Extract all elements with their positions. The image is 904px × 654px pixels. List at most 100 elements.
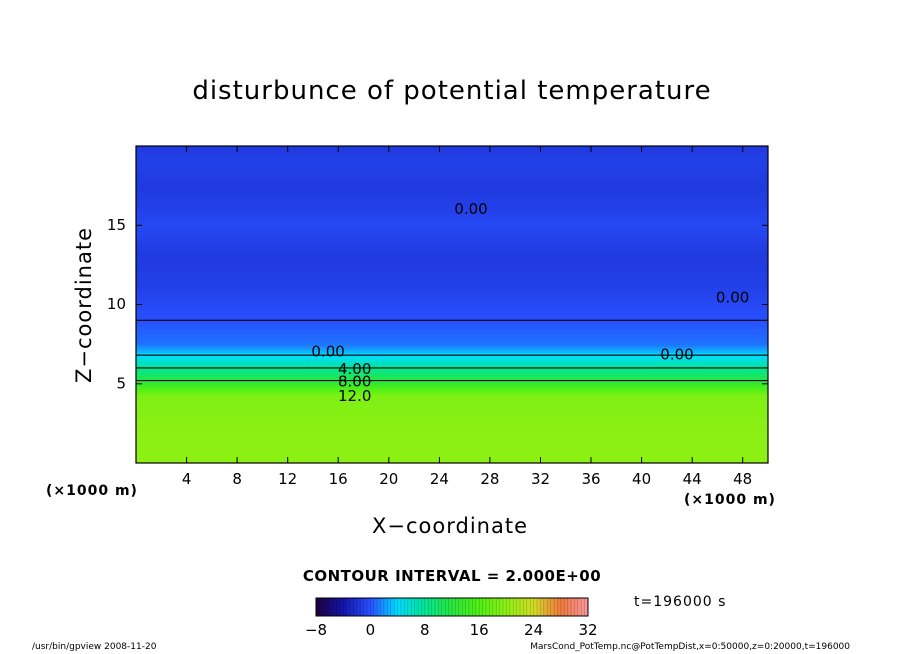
heatmap-band — [136, 291, 768, 295]
heatmap-band — [136, 439, 768, 443]
heatmap-band — [136, 283, 768, 287]
colorbar-segment — [360, 598, 364, 616]
x-tick-label: 48 — [733, 470, 752, 488]
x-tick-label: 32 — [531, 470, 550, 488]
colorbar-segment — [486, 598, 490, 616]
heatmap-band — [136, 396, 768, 401]
heatmap-band — [136, 460, 768, 463]
colorbar-segment — [428, 598, 432, 616]
colorbar-segment — [339, 598, 344, 616]
x-tick-label: 40 — [632, 470, 651, 488]
x-tick-label: 44 — [683, 470, 702, 488]
colorbar-segment — [373, 598, 378, 616]
colorbar-segment — [509, 598, 514, 616]
heatmap-band — [136, 304, 768, 308]
heatmap-band — [136, 309, 768, 314]
colorbar-segment — [530, 598, 534, 616]
heatmap-band — [136, 193, 768, 197]
heatmap-band — [136, 270, 768, 274]
colorbar-segment — [475, 598, 480, 616]
heatmap-band — [136, 262, 768, 266]
heatmap-band — [136, 249, 768, 253]
heatmap-band — [136, 423, 768, 427]
colorbar-segment — [441, 598, 446, 616]
heatmap-band — [136, 212, 768, 216]
x-tick-label: 12 — [278, 470, 297, 488]
heatmap-band — [136, 404, 768, 409]
colorbar-segment — [526, 598, 531, 616]
colorbar-segment — [346, 598, 351, 616]
colorbar-segment — [424, 598, 429, 616]
colorbar-segment — [581, 598, 585, 616]
colorbar-segment — [411, 598, 415, 616]
colorbar-segment — [492, 598, 497, 616]
heatmap-band — [136, 412, 768, 417]
colorbar-segment — [387, 598, 392, 616]
heatmap-band — [136, 151, 768, 155]
colorbar-segment — [554, 598, 558, 616]
heatmap-band — [136, 325, 768, 329]
contour-label: 0.00 — [660, 346, 693, 364]
heatmap-band — [136, 241, 768, 245]
heatmap-band — [136, 389, 768, 393]
heatmap-band — [136, 182, 768, 187]
heatmap-band — [136, 383, 768, 387]
heatmap-band — [136, 146, 768, 150]
colorbar-segment — [496, 598, 500, 616]
colorbar-segment — [540, 598, 545, 616]
heatmap-band — [136, 246, 768, 250]
y-axis-label: Z−coordinate — [72, 227, 96, 383]
heatmap-band — [136, 431, 768, 435]
colorbar-segment — [469, 598, 473, 616]
x-tick-label: 16 — [329, 470, 348, 488]
colorbar-segment — [537, 598, 541, 616]
heatmap-band — [136, 293, 768, 298]
colorbar-segment — [322, 598, 327, 616]
x-axis-label: X−coordinate — [372, 514, 528, 538]
x-tick-label: 24 — [430, 470, 449, 488]
heatmap-band — [136, 230, 768, 234]
colorbar-segment — [363, 598, 368, 616]
heatmap-band — [136, 156, 768, 160]
colorbar-segment — [557, 598, 562, 616]
colorbar-segment — [343, 598, 347, 616]
colorbar-segment — [452, 598, 456, 616]
colorbar-segment — [479, 598, 483, 616]
heatmap-band — [136, 312, 768, 316]
colorbar-segment — [547, 598, 551, 616]
heatmap-band — [136, 415, 768, 419]
heatmap-band — [136, 341, 768, 345]
x-tick-label: 36 — [581, 470, 600, 488]
heatmap-band — [136, 381, 768, 385]
heatmap-band — [136, 420, 768, 424]
colorbar-segment — [356, 598, 361, 616]
x-tick-label: 20 — [379, 470, 398, 488]
heatmap-band — [136, 214, 768, 218]
colorbar-segment — [319, 598, 324, 616]
colorbar-segment — [499, 598, 504, 616]
colorbar-segment — [431, 598, 436, 616]
heatmap-band — [136, 251, 768, 255]
x-unit-label-left: (×1000 m) — [46, 483, 138, 499]
colorbar-segment — [462, 598, 466, 616]
x-tick-label: 8 — [232, 470, 242, 488]
colorbar-segment — [574, 598, 579, 616]
colorbar-segment — [455, 598, 460, 616]
heatmap-band — [136, 259, 768, 263]
heatmap-band — [136, 299, 768, 303]
heatmap-band — [136, 148, 768, 152]
heatmap-band — [136, 357, 768, 361]
heatmap-band — [136, 177, 768, 181]
heatmap-band — [136, 206, 768, 210]
heatmap-band — [136, 330, 768, 335]
colorbar-frame — [315, 597, 589, 617]
heatmap-band — [136, 428, 768, 432]
colorbar-segment — [472, 598, 477, 616]
heatmap-band — [136, 322, 768, 327]
colorbar-segment — [397, 598, 402, 616]
heatmap-band — [136, 227, 768, 232]
heatmap-band — [136, 190, 768, 195]
colorbar-segment — [489, 598, 494, 616]
